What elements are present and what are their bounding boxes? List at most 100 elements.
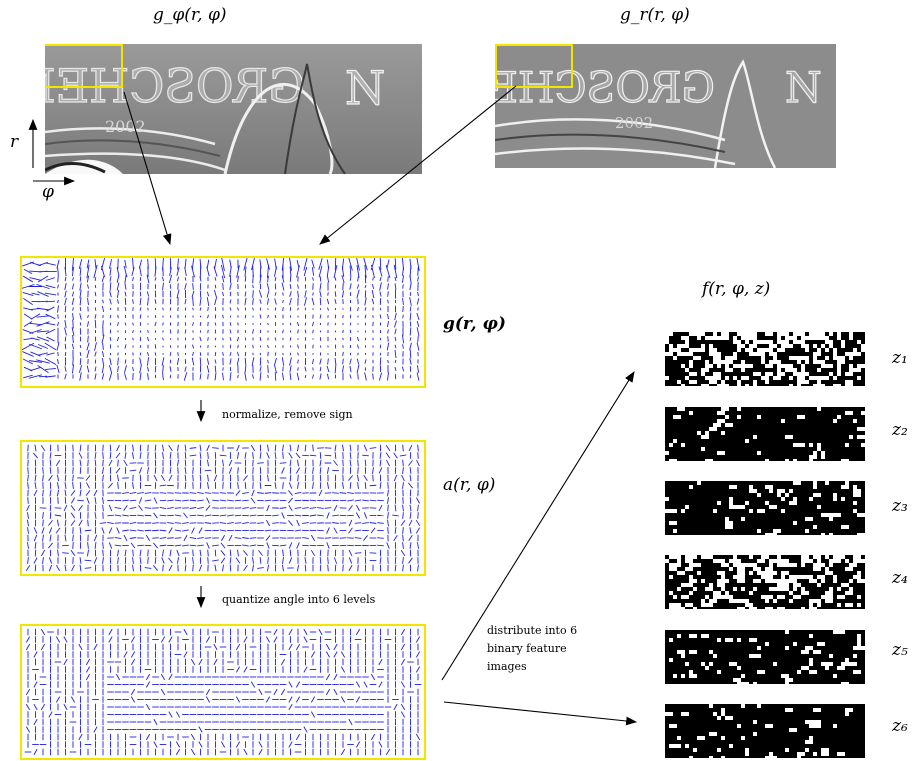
feature-pixel [721, 575, 725, 579]
feature-pixel [781, 571, 789, 575]
feature-pixel [801, 332, 805, 336]
vector-mark [379, 276, 382, 282]
vector-mark [288, 497, 293, 504]
feature-pixel [753, 340, 757, 344]
vector-mark [207, 373, 209, 380]
vector-mark [108, 628, 113, 636]
feature-pixel [757, 571, 761, 575]
feature-pixel [809, 658, 813, 662]
vector-mark [401, 275, 405, 283]
vector-mark [229, 299, 232, 304]
vector-mark [44, 292, 57, 296]
vector-mark [64, 482, 67, 489]
vector-mark [176, 549, 180, 557]
vector-mark [342, 329, 344, 334]
vector-mark [64, 474, 67, 482]
feature-pixel [857, 364, 861, 368]
vector-mark [153, 497, 158, 504]
feature-pixel [821, 575, 825, 579]
feature-pixel [801, 372, 805, 376]
vector-mark [117, 366, 119, 372]
vector-mark [31, 337, 40, 341]
feature-pixel [717, 376, 721, 380]
feature-pixel [717, 336, 721, 340]
vector-mark [184, 298, 187, 305]
vector-mark [191, 357, 195, 366]
vector-mark [385, 444, 391, 452]
vector-mark [87, 542, 89, 549]
vector-mark [131, 267, 135, 276]
feature-pixel [737, 567, 745, 571]
vector-mark [101, 334, 105, 344]
feature-pixel [733, 587, 737, 591]
feature-pixel [805, 529, 809, 533]
vector-mark [264, 492, 272, 494]
vector-mark [116, 444, 120, 452]
feature-pixel [793, 521, 797, 525]
vector-mark [219, 499, 227, 502]
vector-mark [371, 284, 375, 289]
vector-mark [57, 299, 59, 304]
feature-pixel [741, 736, 745, 740]
vector-mark [309, 507, 317, 509]
vector-mark [250, 444, 256, 452]
vector-mark [393, 452, 398, 459]
feature-pixel [689, 411, 693, 415]
feature-pixel [729, 599, 733, 603]
vector-mark [326, 275, 330, 283]
feature-pixel [673, 529, 677, 533]
vector-mark [244, 266, 247, 277]
feature-pixel [685, 583, 693, 587]
vector-mark [257, 492, 264, 494]
vector-mark [408, 460, 413, 466]
feature-pixel [753, 563, 757, 567]
feature-pixel [813, 356, 817, 360]
vector-mark [159, 492, 167, 494]
feature-pixel [737, 571, 745, 575]
vector-mark [252, 344, 254, 349]
vector-mark [191, 265, 195, 278]
vector-mark [364, 297, 367, 306]
vector-mark [147, 330, 149, 333]
feature-pixel [753, 489, 757, 493]
feature-pixel [685, 662, 689, 666]
vector-mark [289, 444, 292, 452]
vector-mark [36, 283, 50, 290]
vector-mark [45, 262, 56, 266]
vector-mark [357, 474, 359, 482]
feature-pixel [733, 555, 737, 559]
feature-pixel [697, 356, 701, 360]
vector-mark [379, 291, 382, 297]
vector-mark [354, 552, 362, 554]
feature-pixel [665, 352, 673, 356]
vector-mark [326, 482, 330, 489]
feature-pixel [765, 501, 769, 505]
vector-mark [274, 372, 277, 381]
vector-mark [109, 336, 112, 342]
vector-mark [334, 444, 337, 452]
z6-label: z₆ [892, 716, 908, 736]
vector-mark [162, 452, 164, 459]
feature-pixel [757, 509, 765, 513]
feature-pixel [721, 708, 725, 712]
vector-mark [294, 529, 302, 532]
vector-mark [409, 497, 412, 504]
feature-pixel [741, 575, 745, 579]
feature-pixel [853, 501, 857, 505]
vector-mark [159, 529, 167, 532]
vector-mark [34, 549, 37, 557]
vector-mark [145, 703, 151, 711]
vector-mark [417, 542, 419, 549]
feature-pixel [833, 674, 837, 678]
feature-pixel [809, 720, 813, 724]
feature-pixel [801, 666, 809, 670]
vector-mark [379, 459, 382, 467]
step-quantize-label: quantize angle into 6 levels [222, 593, 376, 606]
vector-mark [377, 537, 384, 539]
feature-pixel [761, 360, 765, 364]
feature-pixel [849, 579, 853, 583]
vector-mark [207, 557, 209, 564]
feature-pixel [821, 563, 825, 567]
feature-pixel [801, 344, 809, 348]
vector-mark [146, 274, 150, 284]
